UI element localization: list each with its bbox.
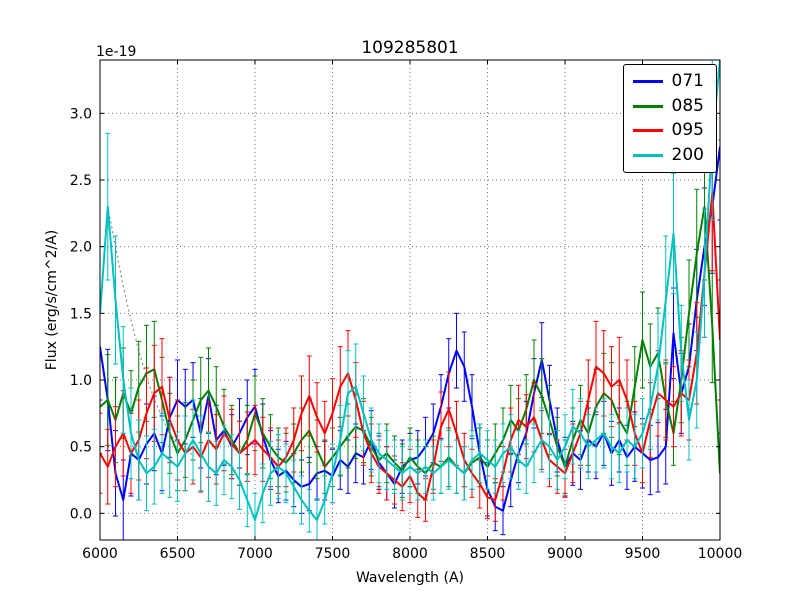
legend-line-sample-071 [632,80,663,84]
svg-text:1.0: 1.0 [70,373,92,389]
svg-text:0.0: 0.0 [70,506,92,522]
legend-line-sample-085 [632,104,663,108]
svg-text:7500: 7500 [315,546,351,562]
svg-text:2.0: 2.0 [70,240,92,256]
legend-item-095: 095 [632,120,704,141]
x-axis-label: Wavelength (A) [355,570,464,586]
svg-text:10000: 10000 [698,546,743,562]
svg-text:9000: 9000 [547,546,583,562]
legend-line-sample-095 [632,129,663,133]
legend-label-071: 071 [671,71,704,91]
legend-label-085: 085 [671,95,704,116]
svg-text:6000: 6000 [82,546,118,562]
svg-text:6500: 6500 [160,546,196,562]
svg-text:8000: 8000 [392,546,428,562]
y-axis-offset-label: 1e-19 [96,44,137,60]
legend-line-sample-200 [632,153,663,157]
svg-text:2.5: 2.5 [70,173,92,189]
legend-item-085: 085 [632,95,704,117]
svg-text:0.5: 0.5 [70,440,92,456]
svg-text:3.0: 3.0 [70,106,92,122]
svg-text:9500: 9500 [625,546,661,562]
legend-label-095: 095 [671,120,704,141]
y-axis-label: Flux (erg/s/cm^2/A) [44,229,60,371]
legend-label-200: 200 [671,144,704,165]
svg-text:1.5: 1.5 [70,306,92,322]
svg-text:8500: 8500 [470,546,506,562]
legend: 071 085 095 200 [622,64,717,174]
chart-title: 109285801 [361,38,459,58]
svg-text:7000: 7000 [237,546,273,562]
legend-item-200: 200 [632,144,704,166]
legend-item-071: 071 [632,71,704,92]
